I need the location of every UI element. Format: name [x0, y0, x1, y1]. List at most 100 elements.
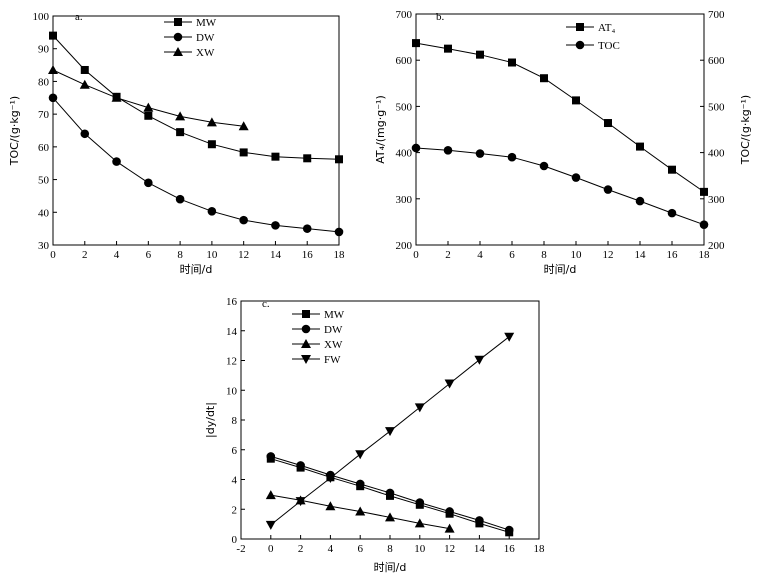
y-tick-label: 60 [38, 142, 50, 154]
data-point [699, 220, 709, 229]
series-XW [265, 490, 455, 533]
data-point [80, 129, 90, 139]
x-tick-label: 6 [509, 249, 515, 261]
data-point [572, 96, 580, 105]
panel-b: 0 2 4 6 8 10 12 14 16 182003004005006007002003004… [374, 9, 752, 276]
data-point [111, 92, 122, 102]
series-line [415, 147, 705, 226]
y-axis-right-label: TOC/(g·kg⁻¹) [739, 95, 752, 165]
x-tick-label: 4 [114, 249, 120, 261]
data-point [539, 161, 549, 171]
y-tick-label: 100 [33, 11, 50, 23]
data-point [239, 148, 248, 157]
data-point [635, 196, 645, 206]
data-point [176, 128, 185, 137]
y-tick-label: 10 [226, 385, 238, 397]
data-point [636, 142, 644, 151]
data-point [207, 140, 216, 149]
series-line [52, 35, 340, 160]
series-line [52, 97, 340, 233]
y-tick-label: 50 [38, 175, 50, 187]
series-TOC [411, 143, 709, 229]
x-tick-label: 16 [504, 543, 516, 555]
data-point [325, 474, 336, 484]
data-point [667, 208, 677, 218]
legend-label: DW [324, 324, 343, 336]
data-point [507, 152, 517, 162]
legend-label: MW [196, 17, 217, 29]
data-point [175, 194, 185, 204]
data-point [603, 185, 613, 194]
data-point [474, 355, 485, 365]
y-right-tick-label: 400 [708, 148, 725, 160]
data-point [325, 501, 336, 511]
data-point [303, 154, 312, 163]
y-right-tick-label: 600 [708, 55, 725, 67]
y-axis-label: TOC/(g·kg⁻¹) [8, 96, 21, 166]
data-point [175, 111, 186, 121]
y-right-tick-label: 700 [708, 9, 725, 21]
y-tick-label: 6 [232, 445, 238, 457]
x-tick-label: 4 [328, 543, 334, 555]
data-point [79, 79, 90, 89]
x-tick-label: 16 [667, 249, 679, 261]
x-tick-label: 18 [534, 543, 546, 555]
legend-marker [575, 40, 585, 50]
panel-c: -2 0 2 4 6 8 10 12 14 16 180246810121416时间/d|dy/dt… [204, 296, 545, 574]
data-point [385, 488, 395, 498]
panel-label: a. [75, 11, 83, 23]
x-tick-label: 8 [177, 249, 183, 261]
data-point [48, 93, 58, 103]
series-XW [48, 64, 249, 131]
plot-frame [240, 300, 540, 540]
plot-frame [415, 13, 705, 246]
series-FW [265, 332, 515, 530]
data-point [207, 207, 217, 216]
legend-marker [301, 339, 311, 348]
data-point [540, 74, 548, 83]
data-point [295, 497, 306, 507]
data-point [604, 119, 612, 128]
series-DW [48, 93, 344, 237]
x-tick-label: 14 [635, 249, 647, 261]
data-point [112, 157, 121, 166]
data-point [508, 58, 516, 67]
y-tick-label: 8 [232, 415, 238, 427]
legend-marker [576, 23, 584, 31]
legend-label: XW [324, 339, 343, 351]
legend-marker [301, 355, 311, 364]
x-tick-label: 10 [571, 249, 583, 261]
x-tick-label: 18 [699, 249, 711, 261]
legend-label: FW [324, 354, 341, 366]
data-point [414, 518, 425, 528]
data-point [355, 506, 366, 516]
x-tick-label: 18 [334, 249, 346, 261]
plot-frame [52, 15, 340, 246]
data-point [385, 512, 395, 522]
x-tick-label: 6 [146, 249, 152, 261]
x-tick-label: 10 [206, 249, 218, 261]
legend-marker [173, 32, 183, 42]
data-point [271, 221, 280, 230]
data-point [143, 102, 154, 112]
data-point [475, 149, 485, 158]
x-axis-label: 时间/d [374, 561, 407, 574]
data-point [48, 64, 58, 74]
data-point [144, 178, 153, 188]
data-point [444, 379, 455, 389]
panel-label: b. [436, 11, 445, 23]
data-point [355, 450, 366, 460]
data-point [335, 155, 343, 164]
data-point [302, 224, 312, 233]
y-tick-label: 400 [396, 148, 413, 160]
x-tick-label: 2 [82, 249, 88, 261]
x-tick-label: -2 [236, 543, 245, 555]
y-axis-label: AT₄/(mg·g⁻¹) [374, 95, 387, 163]
data-point [411, 143, 421, 153]
data-point [265, 490, 276, 500]
x-tick-label: 0 [50, 249, 56, 261]
x-tick-label: 4 [477, 249, 483, 261]
panel-a: 0 2 4 6 8 10 12 14 16 18 30 40 50 60 70 80 90 100 时间/d TOC/… [8, 11, 345, 276]
y-tick-label: 500 [396, 101, 413, 113]
